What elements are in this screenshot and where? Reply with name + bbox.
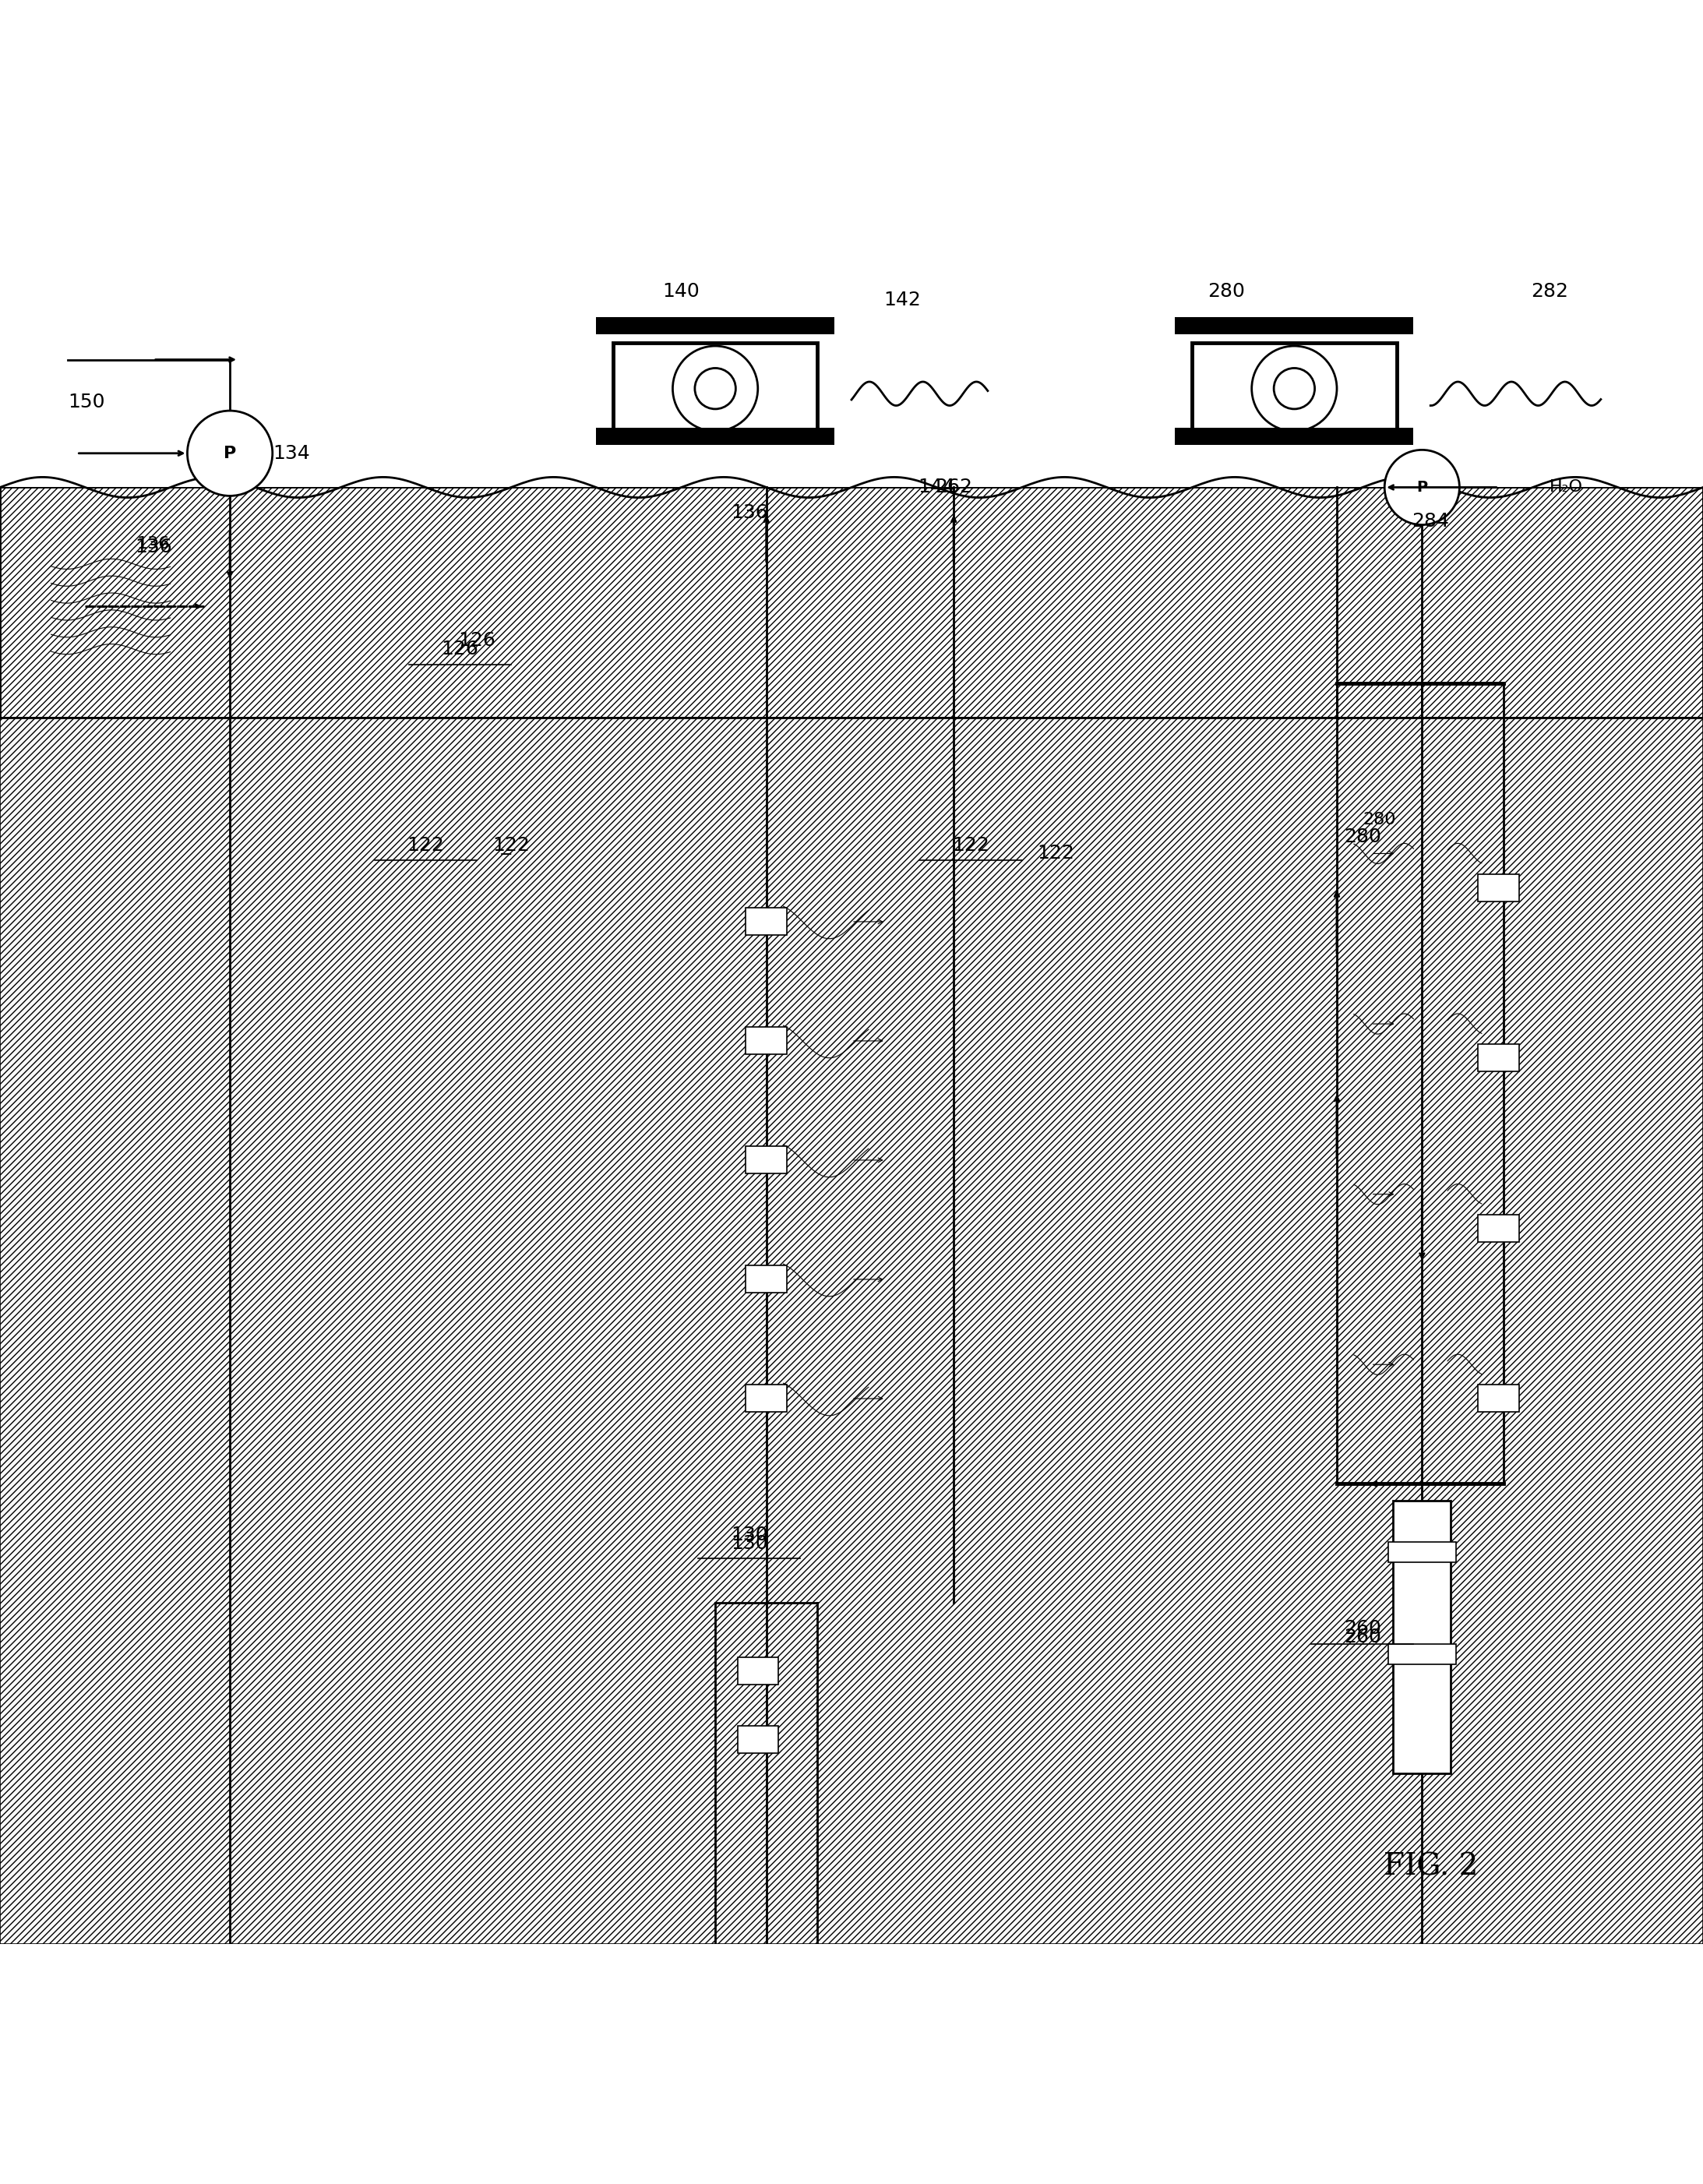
Text: 142: 142: [884, 290, 921, 310]
Text: 134: 134: [272, 443, 310, 463]
Bar: [1175, 428, 1413, 446]
Bar: [0, 487, 1703, 716]
Text: 280: 280: [1207, 282, 1245, 301]
Bar: [737, 1658, 778, 1684]
Text: 122: 122: [492, 836, 530, 854]
Text: 126: 126: [458, 631, 496, 651]
Text: 122: 122: [1037, 845, 1075, 863]
Bar: [0, 461, 1703, 487]
Bar: [0, 240, 1703, 461]
Bar: [746, 1147, 787, 1173]
Bar: [613, 343, 817, 437]
Bar: [1175, 317, 1413, 334]
Text: 136: 136: [136, 535, 170, 550]
Bar: [1393, 1500, 1451, 1773]
Text: 260: 260: [1344, 1618, 1381, 1638]
Text: P: P: [223, 446, 237, 461]
Bar: [0, 240, 1703, 487]
Bar: [746, 909, 787, 935]
Circle shape: [1385, 450, 1459, 524]
Circle shape: [695, 369, 736, 408]
Text: 280: 280: [1362, 812, 1396, 828]
Text: 284: 284: [1412, 511, 1449, 531]
Bar: [1192, 343, 1396, 437]
Text: 140: 140: [662, 282, 700, 301]
Circle shape: [1252, 345, 1337, 430]
Bar: [746, 1267, 787, 1293]
Circle shape: [673, 345, 758, 430]
Text: 122: 122: [952, 836, 989, 854]
Text: 262: 262: [935, 478, 972, 496]
Circle shape: [1274, 369, 1315, 408]
Bar: [1478, 874, 1519, 902]
Bar: [1478, 1044, 1519, 1072]
Bar: [1478, 1214, 1519, 1243]
Text: 122: 122: [407, 836, 444, 854]
Bar: [737, 1725, 778, 1754]
Circle shape: [187, 411, 272, 496]
Text: 282: 282: [1531, 282, 1568, 301]
Bar: [746, 1026, 787, 1055]
Text: 150: 150: [68, 393, 106, 411]
Bar: [0, 487, 1703, 716]
Bar: [1388, 1542, 1456, 1562]
Text: 126: 126: [441, 640, 479, 660]
Text: 136: 136: [135, 537, 172, 557]
Bar: [1388, 1645, 1456, 1664]
Bar: [1478, 1385, 1519, 1413]
Bar: [596, 428, 834, 446]
Text: H₂O: H₂O: [1550, 480, 1584, 496]
Text: FIG. 2: FIG. 2: [1383, 1852, 1478, 1880]
Text: 260: 260: [1344, 1627, 1381, 1647]
Bar: [746, 1385, 787, 1413]
Text: 130: 130: [731, 1533, 768, 1553]
Text: 280: 280: [1344, 828, 1381, 845]
Text: P: P: [1417, 480, 1427, 496]
Text: 144: 144: [918, 478, 955, 496]
Text: 130: 130: [731, 1524, 768, 1544]
Bar: [596, 317, 834, 334]
Bar: [0, 461, 1703, 1944]
Text: 136: 136: [731, 505, 768, 522]
